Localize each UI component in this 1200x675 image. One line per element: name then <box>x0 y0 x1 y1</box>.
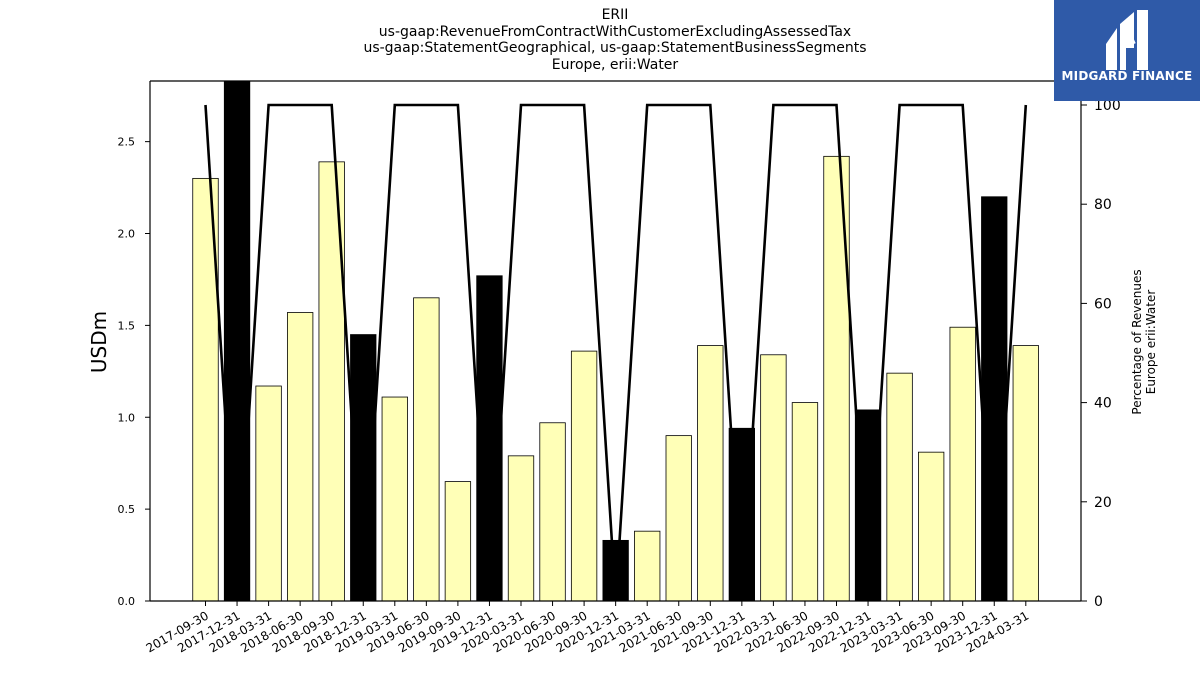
bar-2023-09-30 <box>949 326 976 601</box>
bar-2019-06-30 <box>413 297 440 601</box>
y2-tick-label: 100 <box>1094 98 1121 114</box>
chart-title: ERII us-gaap:RevenueFromContractWithCust… <box>0 7 1200 73</box>
title-line-concept: us-gaap:RevenueFromContractWithCustomerE… <box>378 23 852 40</box>
y-tick-label: 1.0 <box>118 411 136 424</box>
title-line-members: Europe, erii:Water <box>551 56 679 73</box>
bar-2022-06-30 <box>791 402 819 601</box>
logo-text: MIDGARD FINANCE <box>1061 69 1193 83</box>
logo-mark-icon <box>1106 10 1148 70</box>
bars-group <box>192 81 1039 601</box>
bar-2021-09-30 <box>697 345 724 601</box>
y2-tick-label: 40 <box>1094 396 1112 412</box>
y-axis-label: USDm <box>87 311 111 373</box>
bar-2017-12-31 <box>223 81 251 601</box>
bar-2024-03-31 <box>1012 345 1039 601</box>
title-line-ticker: ERII <box>601 7 629 23</box>
bar-2019-03-31 <box>381 396 408 601</box>
bar-2018-03-31 <box>255 385 282 601</box>
bar-2023-06-30 <box>918 451 945 601</box>
y2-tick-label: 0 <box>1094 594 1103 610</box>
midgard-finance-logo: MIDGARD FINANCE <box>1054 0 1200 101</box>
bar-2020-03-31 <box>507 455 535 601</box>
bar-2023-03-31 <box>886 372 913 601</box>
y-tick-label: 2.0 <box>118 228 136 241</box>
y2-axis-label-line: Percentage of Revenues <box>1130 269 1144 414</box>
y2-tick-label: 20 <box>1094 495 1112 511</box>
bar-2022-03-31 <box>760 354 787 601</box>
bar-2021-06-30 <box>665 435 692 601</box>
bar-2022-12-31 <box>854 409 882 601</box>
y2-axis-label-line: Europe erii:Water <box>1144 290 1158 395</box>
title-line-axes: us-gaap:StatementGeographical, us-gaap:S… <box>363 40 867 56</box>
bar-2023-12-31 <box>981 196 1008 601</box>
y-tick-label: 0.0 <box>118 595 136 608</box>
y2-tick-label: 60 <box>1094 296 1112 312</box>
bar-2019-12-31 <box>476 275 503 601</box>
bar-2021-03-31 <box>634 530 661 601</box>
y2-tick-label: 80 <box>1094 197 1112 213</box>
bar-2018-06-30 <box>286 312 314 601</box>
y-tick-label: 1.5 <box>118 319 136 332</box>
y-tick-label: 0.5 <box>118 503 136 516</box>
y-tick-label: 2.5 <box>118 136 136 149</box>
bar-2020-09-30 <box>570 350 598 601</box>
bar-2020-06-30 <box>539 422 566 601</box>
bar-2022-09-30 <box>823 155 850 601</box>
bar-2019-09-30 <box>444 481 472 601</box>
